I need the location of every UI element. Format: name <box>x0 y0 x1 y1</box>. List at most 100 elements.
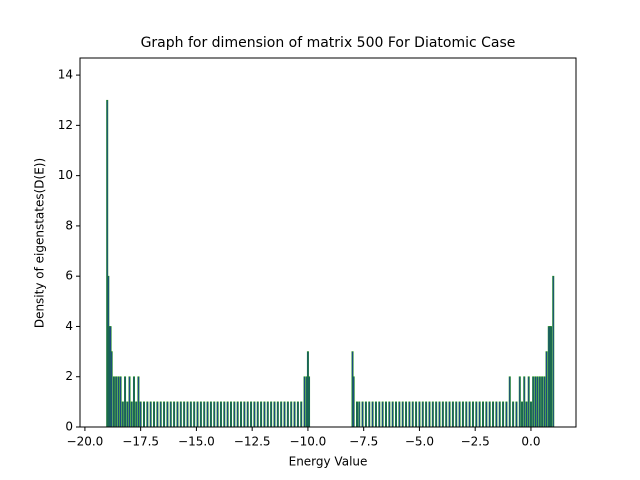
bar <box>361 401 364 428</box>
x-tick-label: 0.0 <box>521 435 540 449</box>
bar <box>270 401 273 428</box>
bar <box>256 401 259 428</box>
bar <box>435 401 438 428</box>
bar <box>176 401 179 428</box>
y-tick-label: 14 <box>58 68 73 82</box>
y-tick-label: 8 <box>65 218 73 232</box>
bar <box>280 401 283 428</box>
bar <box>293 401 296 428</box>
bar <box>518 376 521 428</box>
bar <box>441 401 444 428</box>
bar <box>438 401 441 428</box>
x-tick-label: −2.5 <box>461 435 490 449</box>
x-tick-label: −5.0 <box>405 435 434 449</box>
bar <box>371 401 374 428</box>
bar <box>223 401 226 428</box>
x-tick-label: −12.5 <box>234 435 271 449</box>
bar <box>246 401 249 428</box>
bar <box>352 376 355 428</box>
bar <box>173 401 176 428</box>
bar <box>381 401 384 428</box>
bar <box>395 401 398 428</box>
bar <box>408 401 411 428</box>
bar <box>159 401 162 428</box>
bar <box>196 401 199 428</box>
bar <box>153 401 156 428</box>
bar <box>219 401 222 428</box>
chart-title: Graph for dimension of matrix 500 For Di… <box>141 35 516 51</box>
bar <box>471 401 474 428</box>
bar <box>240 401 243 428</box>
bar <box>465 401 468 428</box>
bar <box>478 401 481 428</box>
bar <box>179 401 182 428</box>
x-tick-label: −17.5 <box>122 435 159 449</box>
bar <box>128 376 131 428</box>
x-tick-label: −7.5 <box>349 435 378 449</box>
bar <box>283 401 286 428</box>
bar <box>523 376 526 428</box>
bar <box>405 401 408 428</box>
bar <box>146 401 149 428</box>
axes-frame <box>79 57 577 428</box>
bar <box>226 401 229 428</box>
y-tick-label: 6 <box>65 269 73 283</box>
bar <box>475 401 478 428</box>
bar <box>166 401 169 428</box>
bar <box>119 376 122 428</box>
x-tick-label: −10.0 <box>290 435 327 449</box>
bar <box>115 376 118 428</box>
bar <box>193 401 196 428</box>
bar <box>525 401 528 428</box>
bar <box>263 401 266 428</box>
bar <box>253 401 256 428</box>
bar <box>290 401 293 428</box>
bar <box>418 401 421 428</box>
bar <box>532 376 535 428</box>
bar <box>512 401 515 428</box>
bar <box>545 351 548 428</box>
bar <box>495 401 498 428</box>
bar <box>266 401 269 428</box>
bar <box>411 401 414 428</box>
bar <box>505 401 508 428</box>
bar <box>276 401 279 428</box>
bar <box>527 376 530 428</box>
bar <box>515 401 518 428</box>
bar <box>206 401 209 428</box>
y-tick-label: 10 <box>58 168 73 182</box>
bar <box>163 401 166 428</box>
y-tick-label: 12 <box>58 118 73 132</box>
bar <box>303 376 306 428</box>
bar <box>415 401 418 428</box>
bar <box>296 401 299 428</box>
bar <box>358 401 361 428</box>
bar <box>355 401 358 428</box>
bar <box>209 401 212 428</box>
bar <box>189 401 192 428</box>
bar <box>199 401 202 428</box>
bar <box>286 401 289 428</box>
bar <box>488 401 491 428</box>
bar <box>552 275 555 428</box>
bar <box>455 401 458 428</box>
bar <box>481 401 484 428</box>
bar <box>110 351 113 428</box>
y-axis-label: Density of eigenstates(D(E)) <box>33 158 47 328</box>
bar <box>364 401 367 428</box>
bar <box>461 401 464 428</box>
bar <box>391 401 394 428</box>
bar <box>216 401 219 428</box>
bar <box>130 401 133 428</box>
bar <box>398 401 401 428</box>
bar <box>368 401 371 428</box>
bar <box>203 401 206 428</box>
bar <box>112 376 115 428</box>
bar <box>250 401 253 428</box>
bar <box>137 376 140 428</box>
bar <box>401 401 404 428</box>
bar <box>498 401 501 428</box>
y-tick-label: 4 <box>65 319 73 333</box>
bar <box>521 401 524 428</box>
